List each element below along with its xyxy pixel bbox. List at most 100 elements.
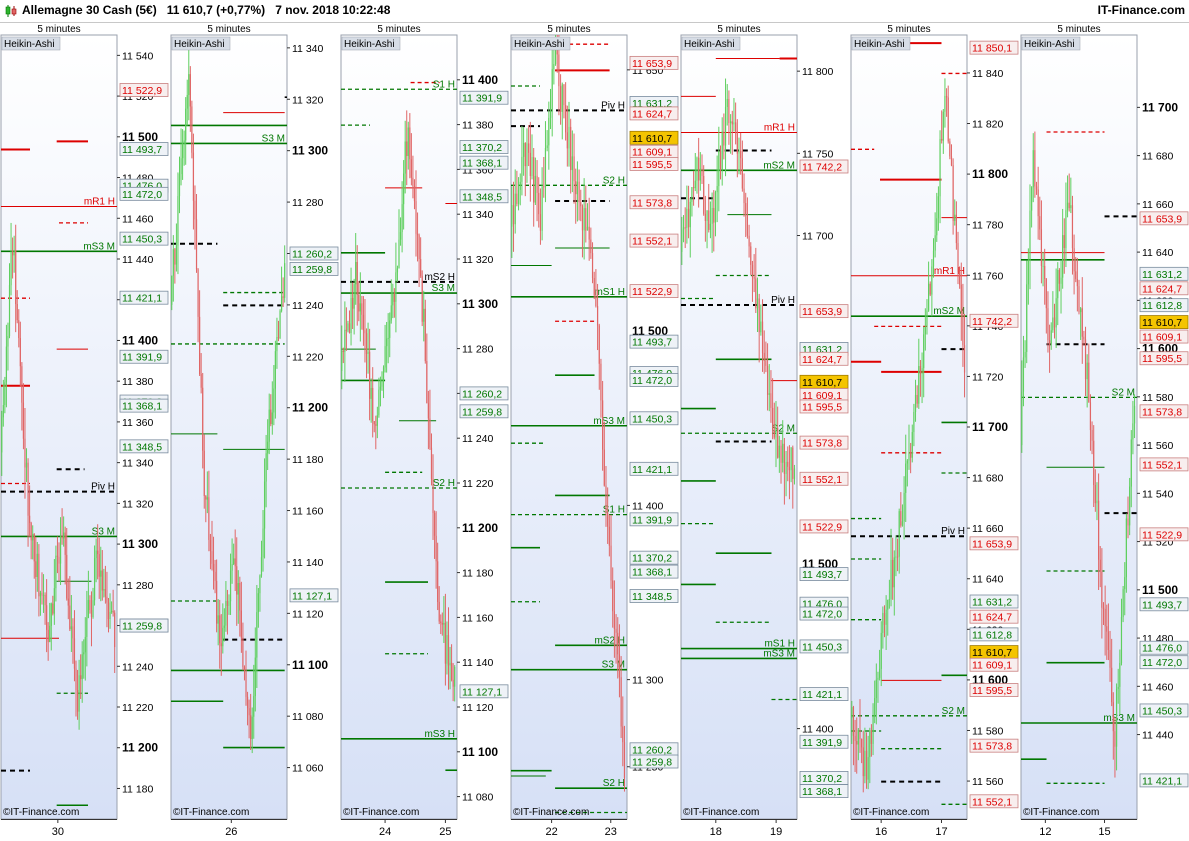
- candle-body: [39, 592, 42, 597]
- x-tick-label: 17: [935, 826, 947, 838]
- candle-body: [1073, 248, 1075, 272]
- candle-body: [890, 559, 892, 600]
- candle-body: [171, 275, 173, 305]
- candle-body: [1112, 702, 1114, 732]
- candle-body: [423, 308, 425, 322]
- price-tag: [289, 246, 339, 261]
- level-label: Piv H: [941, 526, 965, 537]
- candle-body: [1101, 571, 1103, 608]
- candle-body: [90, 610, 93, 617]
- level-label: mS3 M: [1103, 713, 1135, 724]
- candle-body: [399, 232, 402, 240]
- candle-body: [950, 156, 953, 166]
- candle-body: [1065, 210, 1067, 248]
- candle-body: [452, 679, 454, 687]
- candle-body: [358, 294, 360, 312]
- candle-body: [240, 610, 242, 638]
- price-tag: [1139, 773, 1189, 788]
- candle-body: [53, 588, 55, 614]
- candle-body: [228, 601, 230, 606]
- candle-body: [67, 598, 69, 606]
- candle-body: [87, 600, 89, 618]
- price-tag-label: 11 573,8: [1142, 406, 1182, 418]
- price-tag-label: 11 653,9: [1142, 213, 1182, 225]
- candle-body: [1088, 362, 1090, 403]
- candle-body: [421, 275, 423, 322]
- candle-body: [875, 679, 877, 699]
- candle-body: [511, 205, 513, 227]
- candle-body: [1050, 330, 1052, 345]
- y-tick-label: 11 700: [802, 231, 833, 243]
- candle-body: [693, 187, 695, 189]
- price-tag: [1139, 457, 1189, 472]
- candle-body: [895, 556, 897, 558]
- y-tick-label: 11 100: [462, 745, 498, 759]
- candle-body: [900, 511, 902, 526]
- candle-body: [1047, 308, 1049, 341]
- candle-body: [280, 296, 283, 311]
- price-tag: [969, 536, 1019, 551]
- y-tick-label: 11 080: [292, 711, 323, 723]
- chart-style-label: Heikin-Ashi: [344, 39, 395, 50]
- level-label: mS2 H: [594, 635, 625, 646]
- candle-body: [430, 447, 433, 479]
- price-tag-label: 11 476,0: [1142, 643, 1182, 655]
- candle-body: [770, 393, 772, 408]
- candle-body: [1060, 277, 1062, 284]
- price-tag-label: 11 612,8: [972, 629, 1012, 641]
- candle-body: [268, 409, 270, 442]
- candle-body: [777, 427, 779, 458]
- price-tag-label: 11 348,5: [122, 441, 162, 453]
- candle-body: [549, 111, 552, 118]
- candle-body: [222, 627, 224, 647]
- price-tag: [459, 386, 509, 401]
- chart-watermark: ©IT-Finance.com: [683, 807, 759, 818]
- price-tag: [629, 55, 679, 70]
- candle-body: [412, 177, 414, 187]
- candle-body: [1124, 577, 1126, 590]
- candle-body: [554, 43, 557, 65]
- candle-body: [212, 563, 215, 572]
- candle-body: [178, 174, 181, 197]
- candle-body: [364, 330, 366, 334]
- candle-body: [418, 235, 420, 260]
- chart-style-badge: [511, 36, 571, 51]
- candle-body: [512, 205, 515, 225]
- price-tag: [1139, 351, 1189, 366]
- candle-body: [526, 143, 528, 167]
- candle-body: [203, 450, 205, 497]
- y-tick-label: 11 500: [632, 324, 668, 338]
- y-tick-label: 11 160: [462, 612, 493, 624]
- chart-style-badge: [171, 36, 231, 51]
- price-tag-label: 11 450,3: [1142, 705, 1182, 717]
- candle-body: [1035, 186, 1038, 190]
- candle-body: [952, 165, 954, 221]
- chart-title-bar: Allemagne 30 Cash (5€) 11 610,7 (+0,77%)…: [0, 0, 1189, 23]
- last-price-tag-label: 11 610,7: [632, 133, 672, 145]
- candle-body: [429, 418, 431, 448]
- candle-body: [546, 145, 548, 149]
- candle-body: [913, 411, 915, 433]
- candle-body: [27, 462, 29, 516]
- price-tag-label: 11 609,1: [1142, 332, 1182, 344]
- candle-body: [432, 478, 434, 513]
- candle-body: [553, 64, 555, 70]
- chart-style-label: Heikin-Ashi: [1024, 39, 1075, 50]
- level-label: mR1 H: [84, 197, 115, 208]
- candle-body: [70, 626, 72, 630]
- y-tick-label: 11 320: [462, 254, 493, 266]
- price-tag: [969, 40, 1019, 55]
- x-tick-label: 16: [875, 826, 887, 838]
- candle-body: [347, 323, 349, 331]
- candle-body: [581, 206, 584, 231]
- y-tick-label: 11 320: [122, 498, 153, 510]
- candle-body: [185, 108, 187, 141]
- y-tick-label: 11 200: [122, 741, 158, 755]
- candle-body: [1133, 405, 1136, 424]
- last-price-tag: [1139, 315, 1189, 329]
- candle-body: [514, 193, 516, 225]
- candle-body: [172, 249, 174, 276]
- chart-panel-7: 5 minutes S2 M mS3 M Heikin-Ashi ©IT-Finance…: [1020, 22, 1189, 841]
- candle-body: [735, 122, 737, 132]
